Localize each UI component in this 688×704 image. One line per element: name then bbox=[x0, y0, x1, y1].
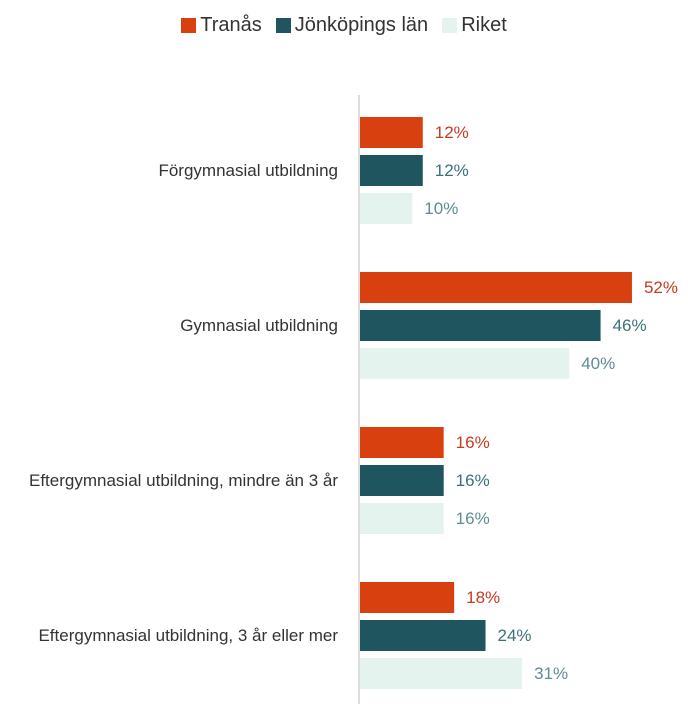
value-label: 40% bbox=[581, 354, 615, 373]
legend-swatch bbox=[275, 18, 291, 33]
legend-label: Riket bbox=[461, 14, 507, 36]
bar bbox=[360, 348, 570, 379]
value-label: 12% bbox=[435, 161, 469, 180]
bar bbox=[360, 465, 444, 496]
category-text: Gymnasial utbildning bbox=[180, 315, 338, 335]
bar bbox=[360, 155, 423, 186]
value-label: 24% bbox=[498, 626, 532, 645]
category-text: Eftergymnasial utbildning, mindre än 3 å… bbox=[29, 470, 338, 490]
legend-item: Jönköpings län bbox=[275, 14, 429, 37]
bar bbox=[360, 658, 523, 689]
bar bbox=[360, 427, 444, 458]
category-label: Eftergymnasial utbildning, mindre än 3 å… bbox=[0, 469, 338, 493]
bar bbox=[360, 193, 413, 224]
legend: Tranås Jönköpings län Riket bbox=[0, 14, 688, 37]
bar bbox=[360, 272, 632, 303]
value-label: 12% bbox=[435, 123, 469, 142]
category-label: Förgymnasial utbildning bbox=[0, 159, 338, 183]
value-label: 31% bbox=[534, 664, 568, 683]
value-label: 16% bbox=[456, 471, 490, 490]
legend-label: Tranås bbox=[200, 14, 262, 36]
legend-swatch bbox=[442, 18, 458, 33]
value-label: 18% bbox=[466, 588, 500, 607]
bar bbox=[360, 582, 455, 613]
value-label: 52% bbox=[644, 278, 678, 297]
category-text: Förgymnasial utbildning bbox=[158, 160, 338, 180]
legend-item: Tranås bbox=[181, 14, 262, 37]
value-label: 10% bbox=[424, 199, 458, 218]
value-label: 46% bbox=[613, 316, 647, 335]
bar bbox=[360, 117, 423, 148]
category-label: Eftergymnasial utbildning, 3 år eller me… bbox=[0, 624, 338, 648]
bar bbox=[360, 620, 486, 651]
bar bbox=[360, 310, 601, 341]
legend-item: Riket bbox=[442, 14, 507, 37]
value-label: 16% bbox=[456, 509, 490, 528]
bar bbox=[360, 503, 444, 534]
value-label: 16% bbox=[456, 433, 490, 452]
category-text: Eftergymnasial utbildning, 3 år eller me… bbox=[38, 625, 338, 645]
legend-swatch bbox=[181, 18, 197, 33]
category-label: Gymnasial utbildning bbox=[0, 314, 338, 338]
legend-label: Jönköpings län bbox=[294, 14, 429, 36]
